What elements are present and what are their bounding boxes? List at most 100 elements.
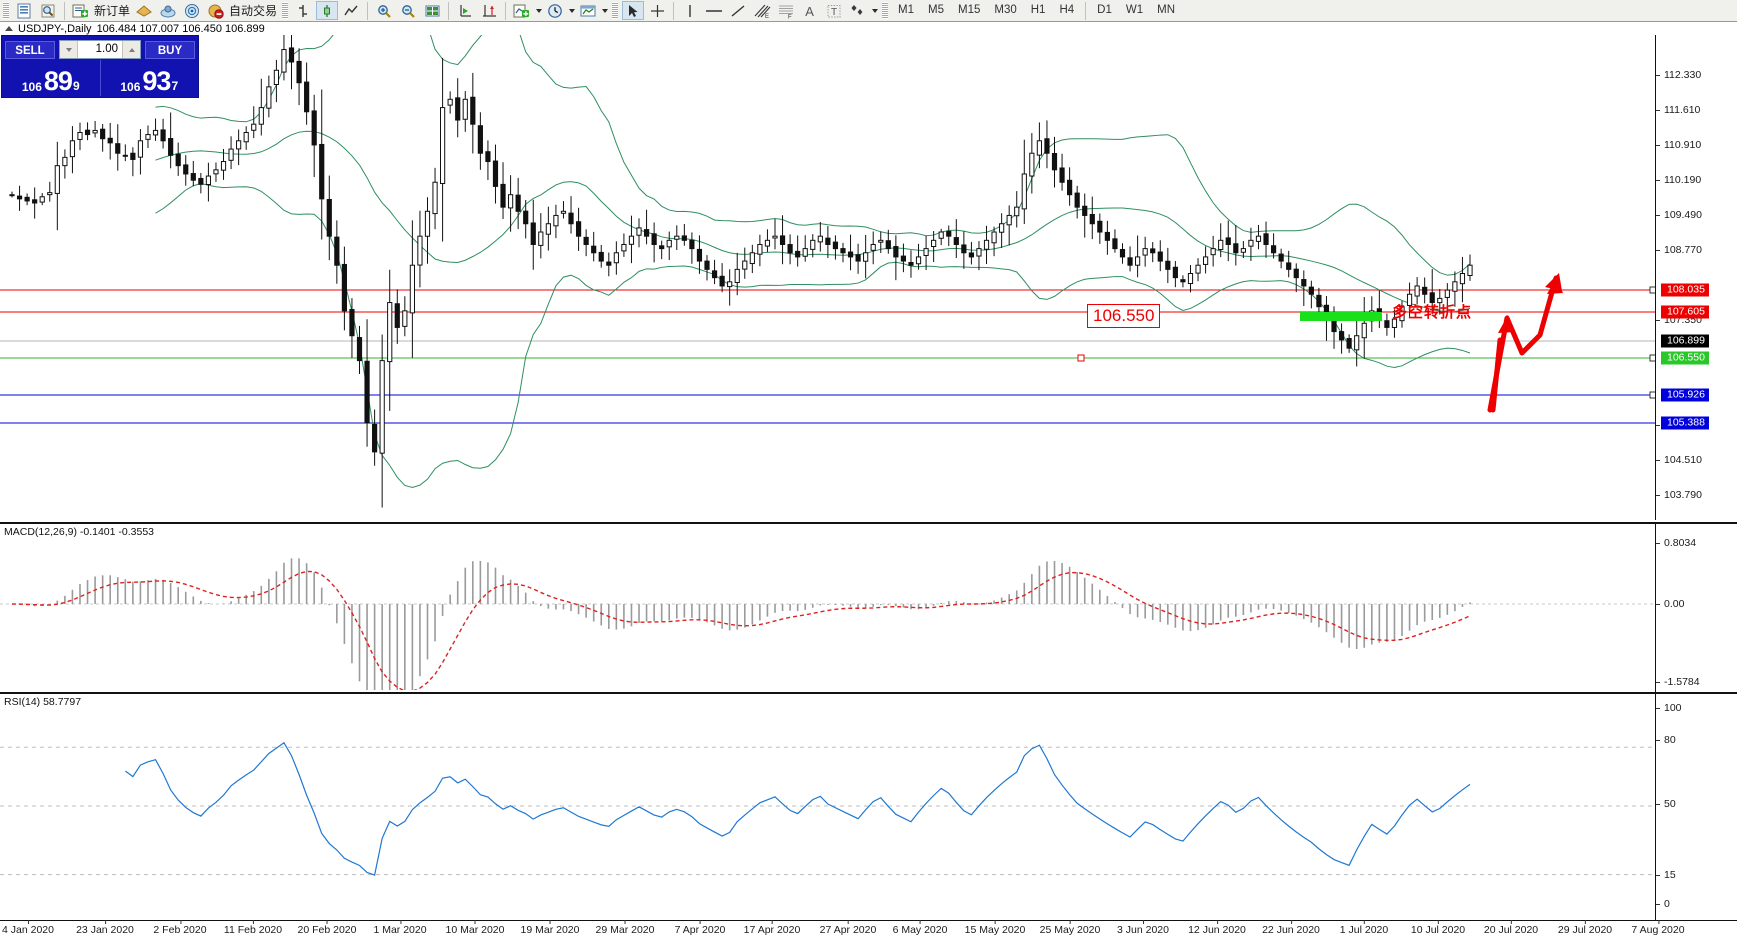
chart-area[interactable]: 106.550 多空转折点 112.330 111.610 110.910 110.1… — [0, 35, 1737, 922]
fibonacci-icon[interactable]: F — [775, 1, 797, 20]
signals-icon[interactable] — [181, 1, 203, 20]
templates-chevron-down-icon[interactable] — [600, 1, 609, 20]
toolbar-divider — [64, 1, 65, 20]
collapse-triangle-icon[interactable] — [5, 26, 13, 31]
date-axis-label: 10 Jul 2020 — [1410, 920, 1466, 936]
date-axis-label: 1 Jul 2020 — [1339, 920, 1389, 936]
sell-price-main: 89 — [43, 66, 73, 96]
macd-pane[interactable]: MACD(12,26,9) -0.1401 -0.3553 0.8034 0.00… — [0, 522, 1737, 692]
macd-title: MACD(12,26,9) -0.1401 -0.3553 — [4, 526, 154, 538]
expert-advisor-icon[interactable] — [133, 1, 155, 20]
terminal-icon[interactable] — [13, 1, 35, 20]
toolbar-divider-5 — [673, 1, 675, 20]
rsi-pane[interactable]: RSI(14) 58.7797 100 80 50 15 0 — [0, 692, 1737, 922]
date-axis-label: 4 Jan 2020 — [2, 920, 54, 936]
scale-tick: 15 — [1656, 869, 1676, 881]
buy-price[interactable]: 106 93 7 — [99, 60, 199, 96]
timeframe-m30[interactable]: M30 — [994, 4, 1017, 16]
horizontal-line-icon[interactable] — [703, 1, 725, 20]
scale-tick: 109.490 — [1656, 209, 1702, 221]
trade-panel-quotes: 106 89 9 106 93 7 — [2, 60, 198, 96]
macd-plot[interactable] — [0, 524, 1655, 692]
buy-price-main: 93 — [142, 66, 171, 96]
chart-shift-icon[interactable] — [478, 1, 500, 20]
templates-icon[interactable] — [577, 1, 599, 20]
price-plot[interactable]: 106.550 多空转折点 — [0, 35, 1655, 520]
price-chart-svg — [0, 35, 1655, 508]
new-order-icon[interactable] — [70, 1, 92, 20]
date-axis-label: 1 Mar 2020 — [373, 920, 427, 936]
auto-scroll-icon[interactable] — [454, 1, 476, 20]
timeframe-h1[interactable]: H1 — [1030, 4, 1046, 16]
toolbar-grip-2[interactable] — [282, 2, 289, 19]
auto-trading-label[interactable]: 自动交易 — [229, 4, 278, 18]
toolbar-divider-2 — [367, 1, 369, 20]
trendline-icon[interactable] — [727, 1, 749, 20]
svg-text:A: A — [805, 4, 814, 19]
timeframe-m15[interactable]: M15 — [958, 4, 981, 16]
date-axis-label: 17 Apr 2020 — [743, 920, 801, 936]
price-level-badge: 105.388 — [1661, 416, 1709, 430]
price-tag-annotation: 106.550 — [1087, 304, 1161, 328]
timeframe-h4[interactable]: H4 — [1059, 4, 1075, 16]
shapes-icon[interactable] — [847, 1, 869, 20]
text-icon[interactable]: A — [799, 1, 821, 20]
date-axis: 4 Jan 2020 23 Jan 2020 2 Feb 2020 11 Feb 20… — [0, 920, 1737, 938]
toolbar-grip-4[interactable] — [882, 2, 889, 19]
sell-price[interactable]: 106 89 9 — [2, 60, 100, 96]
timeframe-m1[interactable]: M1 — [898, 4, 915, 16]
timeframe-d1[interactable]: D1 — [1097, 4, 1112, 16]
price-pane[interactable]: 106.550 多空转折点 112.330 111.610 110.910 110.1… — [0, 35, 1737, 520]
toolbar-grip-3[interactable] — [612, 2, 619, 19]
period-icon[interactable] — [544, 1, 566, 20]
data-window-icon[interactable] — [37, 1, 59, 20]
symbol-ohlc: 106.484 107.007 106.450 106.899 — [96, 22, 265, 35]
cloud-icon[interactable] — [157, 1, 179, 20]
price-scale[interactable]: 112.330 111.610 110.910 110.190 109.490 108.7… — [1655, 35, 1737, 520]
period-chevron-down-icon[interactable] — [567, 1, 576, 20]
date-axis-label: 22 Jun 2020 — [1262, 920, 1320, 936]
scale-tick: -1.5784 — [1656, 676, 1700, 688]
macd-scale[interactable]: 0.8034 0.00 -1.5784 — [1655, 524, 1737, 692]
buy-button[interactable]: BUY — [145, 40, 195, 59]
indicators-icon[interactable] — [511, 1, 533, 20]
zoom-in-icon[interactable] — [373, 1, 395, 20]
support-zone-highlight — [1300, 312, 1382, 321]
svg-text:F: F — [788, 14, 792, 19]
volume-increase-icon[interactable] — [122, 41, 140, 58]
volume-decrease-icon[interactable] — [60, 41, 78, 58]
date-axis-label: 29 Jul 2020 — [1557, 920, 1613, 936]
zoom-out-icon[interactable] — [397, 1, 419, 20]
grid-icon[interactable] — [421, 1, 443, 20]
text-label-icon[interactable]: T — [823, 1, 845, 20]
sell-button[interactable]: SELL — [5, 40, 55, 59]
vertical-line-icon[interactable] — [679, 1, 701, 20]
line-chart-icon[interactable] — [340, 1, 362, 20]
volume-input[interactable]: 1.00 — [95, 43, 118, 55]
indicators-chevron-down-icon[interactable] — [534, 1, 543, 20]
svg-text:T: T — [831, 7, 837, 18]
date-axis-label: 6 May 2020 — [892, 920, 948, 936]
timeframe-m5[interactable]: M5 — [928, 4, 944, 16]
new-order-label[interactable]: 新订单 — [94, 4, 131, 18]
auto-trading-icon[interactable] — [205, 1, 227, 20]
shapes-chevron-down-icon[interactable] — [870, 1, 879, 20]
candlestick-chart-icon[interactable] — [316, 1, 339, 20]
date-axis-label: 19 Mar 2020 — [520, 920, 580, 936]
scale-tick: 0 — [1656, 898, 1670, 910]
equidistant-channel-icon[interactable]: E — [751, 1, 773, 20]
toolbar-grip[interactable] — [3, 2, 9, 19]
volume-stepper[interactable]: 1.00 — [59, 40, 141, 59]
rsi-plot[interactable] — [0, 694, 1655, 922]
symbol-info-bar: USDJPY-,Daily 106.484 107.007 106.450 10… — [0, 22, 265, 35]
scale-tick: 100 — [1656, 702, 1682, 714]
price-level-badge: 105.926 — [1661, 388, 1709, 402]
crosshair-icon[interactable] — [646, 1, 668, 20]
timeframe-w1[interactable]: W1 — [1125, 4, 1144, 16]
date-axis-label: 25 May 2020 — [1039, 920, 1101, 936]
cursor-icon[interactable] — [622, 1, 645, 20]
toolbar-divider-3 — [448, 1, 450, 20]
bar-chart-icon[interactable] — [292, 1, 314, 20]
rsi-scale[interactable]: 100 80 50 15 0 — [1655, 694, 1737, 922]
timeframe-mn[interactable]: MN — [1157, 4, 1175, 16]
